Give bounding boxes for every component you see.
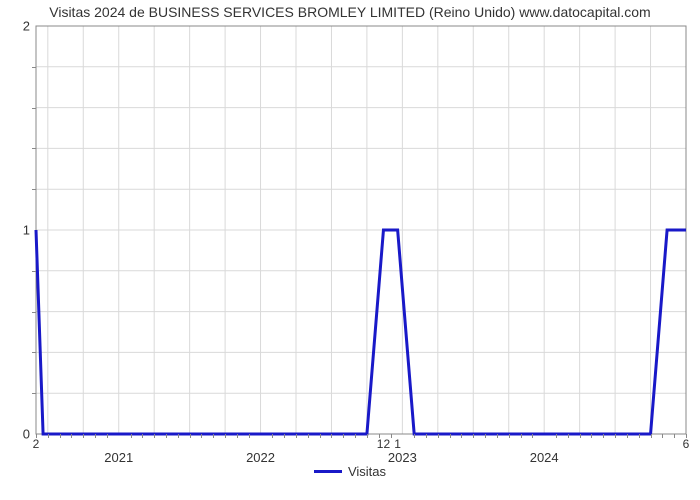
y-minor-tick <box>32 312 36 313</box>
x-tick-label: 2023 <box>388 434 417 465</box>
x-minor-tick <box>367 434 368 438</box>
x-minor-tick <box>426 434 427 438</box>
x-minor-tick <box>603 434 604 438</box>
x-minor-tick <box>95 434 96 438</box>
x-edge-label: 6 <box>683 434 690 451</box>
chart-title: Visitas 2024 de BUSINESS SERVICES BROMLE… <box>0 4 700 20</box>
x-minor-tick <box>639 434 640 438</box>
x-tick-label: 2021 <box>104 434 133 465</box>
x-tick-label: 2022 <box>246 434 275 465</box>
x-minor-tick <box>284 434 285 438</box>
x-edge-label: 1 <box>394 434 401 451</box>
x-edge-label: 12 <box>377 434 390 451</box>
legend-label: Visitas <box>348 464 386 479</box>
y-minor-tick <box>32 271 36 272</box>
x-minor-tick <box>213 434 214 438</box>
x-edge-label: 2 <box>33 434 40 451</box>
x-minor-tick <box>615 434 616 438</box>
x-minor-tick <box>178 434 179 438</box>
x-tick-label: 2024 <box>530 434 559 465</box>
y-tick-label: 2 <box>23 19 36 34</box>
x-minor-tick <box>343 434 344 438</box>
x-minor-tick <box>308 434 309 438</box>
x-minor-tick <box>591 434 592 438</box>
y-minor-tick <box>32 189 36 190</box>
x-minor-tick <box>521 434 522 438</box>
x-minor-tick <box>568 434 569 438</box>
x-minor-tick <box>48 434 49 438</box>
x-minor-tick <box>485 434 486 438</box>
x-minor-tick <box>473 434 474 438</box>
x-minor-tick <box>438 434 439 438</box>
plot-svg <box>36 26 686 434</box>
chart-container: Visitas 2024 de BUSINESS SERVICES BROMLE… <box>0 0 700 500</box>
legend: Visitas <box>0 464 700 479</box>
x-minor-tick <box>71 434 72 438</box>
x-minor-tick <box>190 434 191 438</box>
x-minor-tick <box>296 434 297 438</box>
x-minor-tick <box>225 434 226 438</box>
x-minor-tick <box>627 434 628 438</box>
legend-swatch <box>314 470 342 473</box>
x-minor-tick <box>201 434 202 438</box>
x-minor-tick <box>331 434 332 438</box>
x-minor-tick <box>461 434 462 438</box>
x-minor-tick <box>662 434 663 438</box>
x-minor-tick <box>651 434 652 438</box>
x-minor-tick <box>450 434 451 438</box>
x-minor-tick <box>83 434 84 438</box>
y-minor-tick <box>32 352 36 353</box>
x-minor-tick <box>355 434 356 438</box>
y-minor-tick <box>32 108 36 109</box>
y-minor-tick <box>32 148 36 149</box>
x-minor-tick <box>320 434 321 438</box>
y-tick-label: 1 <box>23 223 36 238</box>
x-minor-tick <box>674 434 675 438</box>
x-minor-tick <box>60 434 61 438</box>
y-minor-tick <box>32 67 36 68</box>
y-minor-tick <box>32 393 36 394</box>
x-minor-tick <box>154 434 155 438</box>
x-minor-tick <box>166 434 167 438</box>
x-minor-tick <box>497 434 498 438</box>
x-minor-tick <box>237 434 238 438</box>
x-minor-tick <box>580 434 581 438</box>
plot-area: 012202120222023202421216 <box>36 26 686 434</box>
x-minor-tick <box>509 434 510 438</box>
x-minor-tick <box>142 434 143 438</box>
